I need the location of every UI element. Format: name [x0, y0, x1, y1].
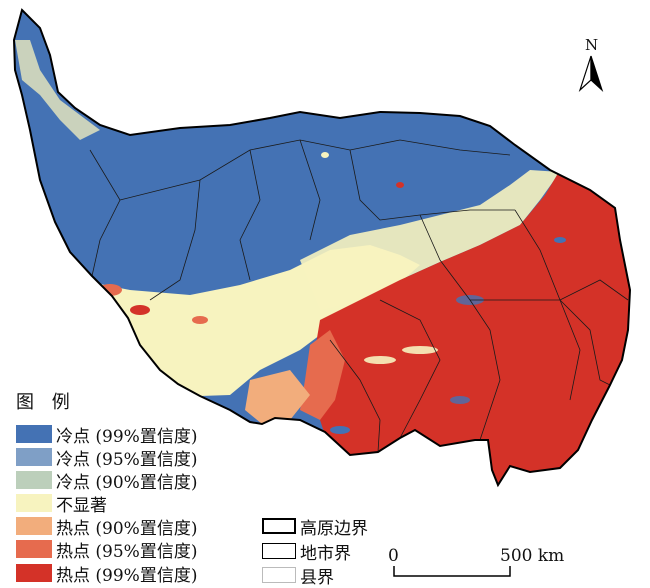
legend-label: 冷点 (99%置信度) — [56, 426, 198, 447]
legend-swatch — [16, 471, 52, 489]
neutral-speck — [402, 346, 438, 354]
neutral-speck — [321, 152, 329, 158]
cold-speck — [330, 426, 350, 434]
neutral-front — [300, 170, 560, 310]
legend-item-cold-90: 冷点 (90%置信度) — [16, 469, 198, 493]
legend-county-boundary: 县界 — [262, 564, 334, 588]
plateau-boundary — [12, 8, 632, 488]
hot-90-patch — [245, 370, 310, 424]
legend-swatch — [16, 540, 52, 558]
legend-label: 热点 (95%置信度) — [56, 541, 198, 562]
scale-bar-line — [393, 566, 511, 577]
legend-swatch — [262, 567, 296, 583]
cold-speck — [554, 237, 566, 243]
legend-swatch — [16, 448, 52, 466]
legend-swatch — [16, 425, 52, 443]
legend-label: 冷点 (95%置信度) — [56, 449, 198, 470]
north-arrow-icon — [578, 55, 604, 92]
hot-speck — [396, 182, 404, 188]
legend-swatch — [262, 543, 296, 559]
legend-title: 图 例 — [16, 392, 76, 413]
legend-swatch — [16, 494, 52, 512]
legend-label: 热点 (99%置信度) — [56, 565, 198, 586]
legend-prefecture-boundary: 地市界 — [262, 540, 351, 564]
scale-start-label: 0 — [388, 546, 399, 566]
legend-swatch — [16, 564, 52, 582]
legend-plateau-boundary: 高原边界 — [262, 515, 368, 539]
legend-item-hot-95: 热点 (95%置信度) — [16, 538, 198, 562]
legend-item-hot-99: 热点 (99%置信度) — [16, 562, 198, 586]
scale-end-label: 500 km — [500, 546, 565, 566]
neutral-speck — [364, 356, 396, 364]
hot-speck — [192, 316, 208, 324]
legend-label: 热点 (90%置信度) — [56, 518, 198, 539]
cold-speck — [450, 396, 470, 404]
legend-label: 地市界 — [300, 543, 351, 564]
legend-label: 高原边界 — [300, 518, 368, 539]
hot-region — [315, 170, 630, 485]
prefecture-boundaries — [89, 139, 629, 453]
legend-item-hot-90: 热点 (90%置信度) — [16, 515, 198, 539]
legend-item-not-significant: 不显著 — [16, 492, 107, 516]
hot-speck — [130, 305, 150, 315]
legend-label: 不显著 — [56, 495, 107, 516]
legend-item-cold-95: 冷点 (95%置信度) — [16, 446, 198, 470]
legend-item-cold-99: 冷点 (99%置信度) — [16, 423, 198, 447]
legend-swatch — [16, 517, 52, 535]
legend-swatch — [262, 518, 296, 534]
scale-bar: 0 500 km — [388, 546, 568, 586]
north-label: N — [585, 36, 599, 54]
hot-95-patch — [300, 330, 345, 420]
neutral-edge-north — [15, 40, 100, 140]
legend-label: 冷点 (90%置信度) — [56, 472, 198, 493]
legend-label: 县界 — [300, 567, 334, 588]
